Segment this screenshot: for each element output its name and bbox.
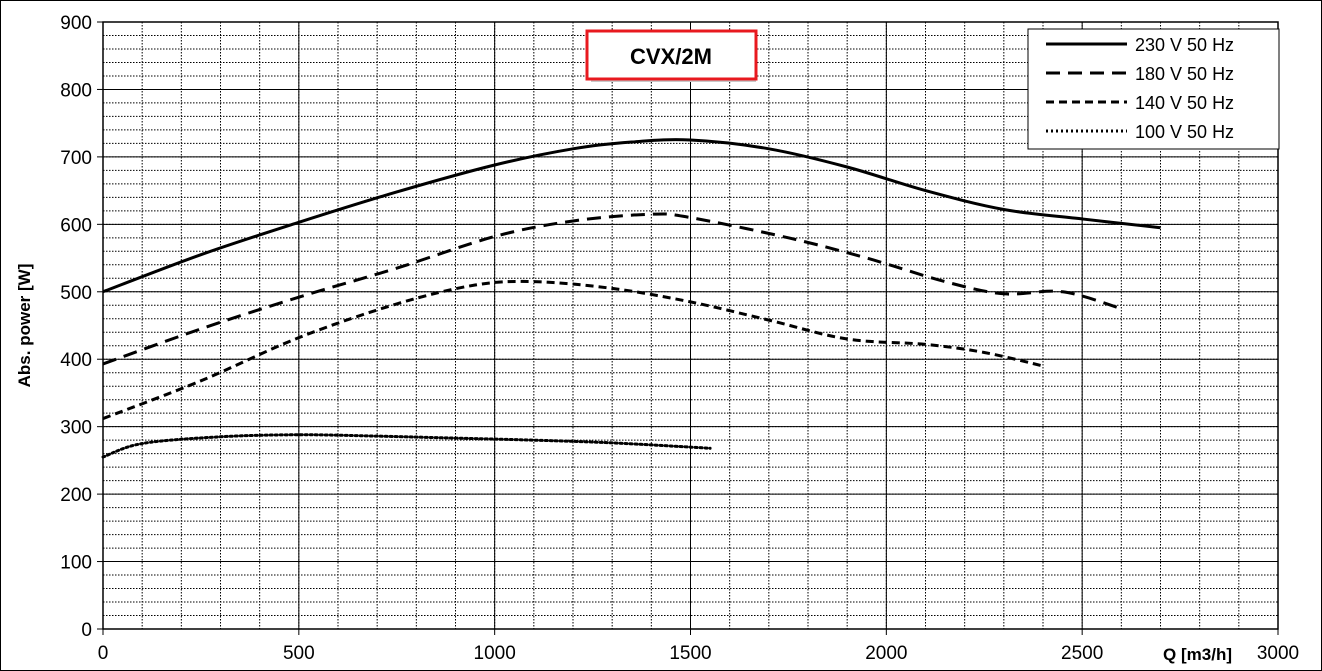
chart-title-box: CVX/2M xyxy=(585,29,758,82)
y-tick-labels: 0 100 200 300 400 500 600 700 800 900 xyxy=(60,13,103,641)
series-line-1 xyxy=(102,138,1161,294)
y-tick-label: 800 xyxy=(60,80,92,101)
x-tick-label: 1000 xyxy=(474,643,516,664)
x-axis-title: Q [m3/h] xyxy=(1163,645,1232,664)
y-tick-label: 0 xyxy=(81,620,92,641)
x-tick-label: 1500 xyxy=(669,643,711,664)
x-tick-label: 500 xyxy=(283,643,315,664)
y-tick-label: 100 xyxy=(60,553,92,574)
y-tick-label: 600 xyxy=(60,215,92,236)
series-lines xyxy=(101,138,1161,459)
series-line-3 xyxy=(102,279,1044,420)
series-line-4 xyxy=(101,433,712,459)
legend-label-1: 230 V 50 Hz xyxy=(1135,35,1234,55)
y-tick-label: 300 xyxy=(60,418,92,439)
legend: 230 V 50 Hz 180 V 50 Hz 140 V 50 Hz 100 V 5… xyxy=(1027,28,1280,150)
x-tick-label: 2500 xyxy=(1061,643,1103,664)
y-tick-label: 400 xyxy=(60,350,92,371)
y-tick-label: 500 xyxy=(60,283,92,304)
legend-label-4: 100 V 50 Hz xyxy=(1135,122,1234,142)
legend-label-3: 140 V 50 Hz xyxy=(1135,93,1234,113)
series-line-2 xyxy=(102,212,1122,366)
y-axis-title: Abs. power [W] xyxy=(15,264,34,388)
y-tick-label: 900 xyxy=(60,13,92,34)
x-tick-label: 3000 xyxy=(1257,643,1299,664)
y-tick-label: 700 xyxy=(60,148,92,169)
y-tick-label: 200 xyxy=(60,485,92,506)
x-tick-label: 2000 xyxy=(865,643,907,664)
x-tick-label: 0 xyxy=(98,643,109,664)
x-tick-labels: 0 500 1000 1500 2000 2500 3000 xyxy=(98,629,1299,664)
legend-label-2: 180 V 50 Hz xyxy=(1135,64,1234,84)
chart-title: CVX/2M xyxy=(630,44,712,69)
